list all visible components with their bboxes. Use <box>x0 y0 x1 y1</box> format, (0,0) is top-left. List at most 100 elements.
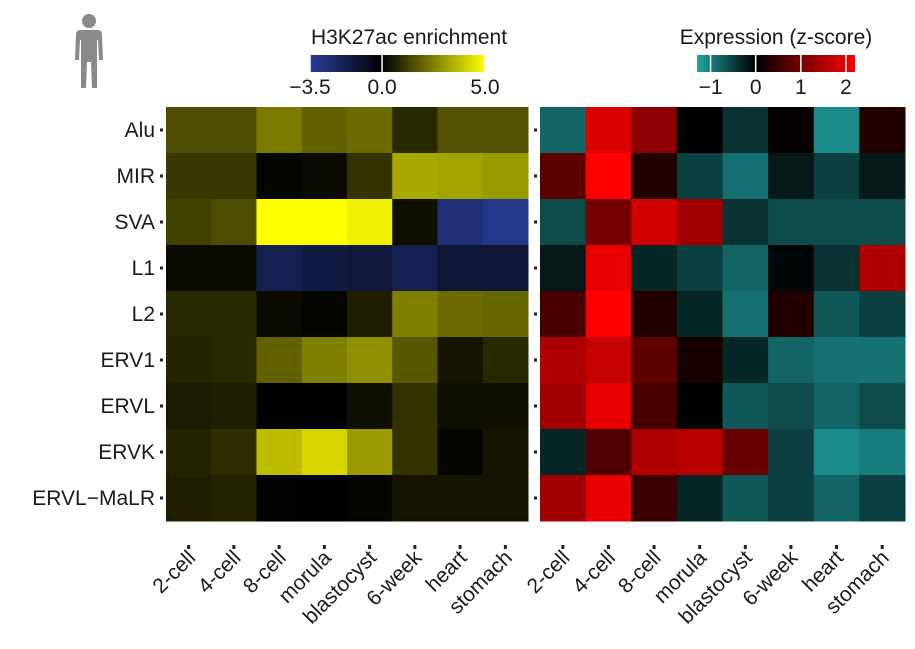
expression-cell <box>813 475 860 522</box>
expression-col-tick <box>561 545 565 549</box>
h3k27ac-cell <box>166 475 212 522</box>
expression-cell <box>813 153 860 200</box>
expression-col-tick <box>652 545 656 549</box>
h3k27ac-cell <box>482 153 529 200</box>
h3k27ac-cell <box>256 291 303 338</box>
h3k27ac-cell <box>256 153 303 200</box>
lcb-tick-label: 0.0 <box>367 76 396 99</box>
expression-cell <box>722 153 769 200</box>
h3k27ac-col-tick <box>322 545 326 549</box>
row-label: ERVK <box>98 441 155 464</box>
h3k27ac-cell <box>437 153 484 200</box>
expression-col-tick <box>789 545 793 549</box>
expression-cell <box>768 337 815 384</box>
expression-cell <box>540 245 587 292</box>
h3k27ac-cell <box>347 245 393 292</box>
row-label: Alu <box>125 119 155 142</box>
h3k27ac-cell <box>211 291 257 338</box>
h3k27ac-cell <box>166 199 212 246</box>
expression-col-tick <box>743 545 747 549</box>
h3k27ac-cell <box>211 107 257 154</box>
h3k27ac-cell <box>301 291 348 338</box>
expression-cell <box>813 245 860 292</box>
h3k27ac-cell <box>166 429 212 476</box>
h3k27ac-cell <box>301 475 348 522</box>
expression-cell <box>631 337 678 384</box>
h3k27ac-col-tick <box>187 545 191 549</box>
expression-cell <box>722 383 769 430</box>
rcb-tick-label: 2 <box>840 76 852 99</box>
row-label: SVA <box>115 211 155 234</box>
lcb-tick-label: −3.5 <box>289 76 330 99</box>
h3k27ac-row-tick <box>160 450 163 454</box>
row-label: ERVL <box>101 395 155 418</box>
expression-row-tick <box>534 404 537 408</box>
h3k27ac-cell <box>166 245 212 292</box>
expression-column-label: 2-cell <box>523 546 575 598</box>
row-label: L1 <box>132 257 155 280</box>
h3k27ac-cell <box>347 153 393 200</box>
expression-cell <box>585 107 632 154</box>
expression-cell <box>768 475 815 522</box>
h3k27ac-cell <box>347 291 393 338</box>
h3k27ac-cell <box>482 383 529 430</box>
h3k27ac-col-tick <box>503 545 507 549</box>
h3k27ac-cell <box>482 107 529 154</box>
expression-cell <box>768 199 815 246</box>
expression-cell <box>768 291 815 338</box>
h3k27ac-cell <box>347 337 393 384</box>
rcb-tick-label: 1 <box>795 76 807 99</box>
h3k27ac-cell <box>482 245 529 292</box>
h3k27ac-cell <box>166 153 212 200</box>
h3k27ac-row-tick <box>160 128 163 132</box>
expression-cell <box>676 291 724 338</box>
expression-cell <box>676 199 724 246</box>
h3k27ac-row-tick <box>160 358 163 362</box>
h3k27ac-cell <box>347 475 393 522</box>
rcb-tick-label: −1 <box>699 76 723 99</box>
h3k27ac-cell <box>392 199 438 246</box>
expression-cell <box>585 245 632 292</box>
expression-cell <box>540 291 587 338</box>
h3k27ac-cell <box>211 153 257 200</box>
expression-cell <box>676 337 724 384</box>
expression-cell <box>768 383 815 430</box>
expression-cell <box>722 199 769 246</box>
h3k27ac-cell <box>392 245 438 292</box>
expression-row-tick <box>534 358 537 362</box>
h3k27ac-row-tick <box>160 266 163 270</box>
h3k27ac-cell <box>166 383 212 430</box>
h3k27ac-cell <box>211 337 257 384</box>
expression-cell <box>859 107 906 154</box>
expression-cell <box>631 383 678 430</box>
expression-cell <box>540 475 587 522</box>
expression-cell <box>631 291 678 338</box>
h3k27ac-cell <box>301 429 348 476</box>
expression-cell <box>722 291 769 338</box>
h3k27ac-cell <box>482 429 529 476</box>
h3k27ac-row-tick <box>160 220 163 224</box>
h3k27ac-cell <box>211 383 257 430</box>
expression-cell <box>722 429 769 476</box>
expression-cell <box>813 383 860 430</box>
expression-cell <box>859 475 906 522</box>
expression-cell <box>768 107 815 154</box>
h3k27ac-cell <box>437 245 484 292</box>
expression-cell <box>540 383 587 430</box>
h3k27ac-row-tick <box>160 496 163 500</box>
expression-cell <box>813 291 860 338</box>
expression-cell <box>585 153 632 200</box>
h3k27ac-col-tick <box>277 545 281 549</box>
h3k27ac-cell <box>437 429 484 476</box>
h3k27ac-cell <box>256 107 303 154</box>
expression-cell <box>676 429 724 476</box>
lcb-tick-label: 5.0 <box>470 76 499 99</box>
expression-cell <box>585 199 632 246</box>
expression-cell <box>631 153 678 200</box>
h3k27ac-col-tick <box>413 545 417 549</box>
expression-col-tick <box>606 545 610 549</box>
h3k27ac-colorbar: −3.5 0.0 5.0 <box>289 55 500 99</box>
h3k27ac-cell <box>392 153 438 200</box>
